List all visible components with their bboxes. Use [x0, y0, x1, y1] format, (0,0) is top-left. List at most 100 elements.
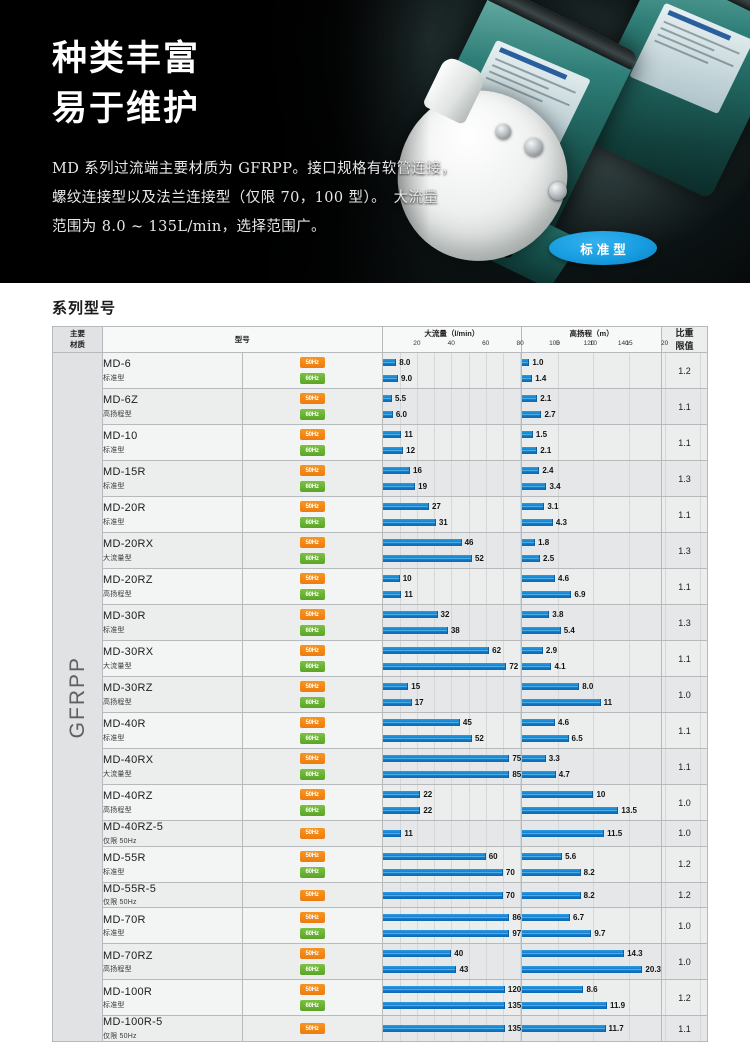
flow-value: 85	[512, 770, 522, 780]
flow-bar	[382, 699, 412, 707]
table-row[interactable]: GFRPP MD-6 标准型 50Hz 60Hz 8.0 9.0 1.0 1.4 1.2	[52, 352, 708, 1042]
flow-bar-cell: 86 97	[381, 907, 642, 945]
table-row[interactable]: MD-55R 标准型 50Hz 60Hz 60 70 5.6 8.2 1.2	[53, 845, 708, 883]
model-cell[interactable]: MD-70R 标准型	[102, 907, 243, 945]
head-value: 3.8	[552, 610, 564, 620]
frequency-badge-50hz: 50Hz	[299, 948, 325, 960]
model-cell[interactable]: MD-15R 标准型	[102, 460, 243, 498]
flow-value: 40	[454, 949, 464, 959]
model-cell[interactable]: MD-6Z 高扬程型	[102, 388, 243, 426]
head-bar-cell: 8.2	[521, 881, 702, 909]
hero-banner: 种类丰富 易于维护 MD 系列过流端主要材质为 GFRPP。接口规格有软管连接，…	[0, 0, 750, 283]
table-row[interactable]: MD-15R 标准型 50Hz 60Hz 16 19 2.4 3.4 1.3	[53, 460, 708, 498]
frequency-cell: 50Hz 60Hz	[241, 748, 383, 786]
head-value: 1.8	[538, 538, 550, 548]
model-cell[interactable]: MD-100R 标准型	[102, 979, 243, 1017]
frequency-badge-50hz: 50Hz	[299, 912, 325, 924]
flow-bar-row: 97	[382, 928, 521, 939]
model-cell[interactable]: MD-55R-5 仅限 50Hz	[102, 881, 243, 909]
gravity-value-cell: 1.2	[661, 881, 708, 909]
flow-value: 72	[509, 662, 519, 672]
flow-tick-80: 80	[516, 340, 524, 348]
table-row[interactable]: MD-70R 标准型 50Hz 60Hz 86 97 6.7 9.7 1.0	[53, 907, 708, 945]
head-value: 4.7	[558, 770, 570, 780]
table-header: 主要 材质 型号 大流量（l/min） 20 40 60 80 100 120 140 高扬…	[52, 325, 708, 354]
gravity-value-cell: 1.0	[661, 784, 708, 822]
model-cell[interactable]: MD-40RZ 高扬程型	[102, 784, 243, 822]
frequency-badge-50hz: 50Hz	[299, 984, 325, 996]
flow-bar-row: 85	[382, 769, 522, 780]
table-row[interactable]: MD-40RZ-5 仅限 50Hz 50Hz 11 11.5 1.0	[53, 820, 708, 847]
flow-bar-rows: 10 11	[382, 569, 522, 604]
flow-value: 62	[492, 646, 502, 656]
model-name: MD-20R	[103, 502, 146, 515]
table-row[interactable]: MD-40RZ 高扬程型 50Hz 60Hz 22 22 10 13.5 1.0	[53, 784, 708, 822]
flow-bar-cell: 10 11	[381, 568, 642, 606]
model-cell[interactable]: MD-30R 标准型	[102, 604, 243, 642]
model-cell[interactable]: MD-70RZ 高扬程型	[102, 943, 243, 981]
head-bar	[522, 503, 545, 511]
flow-bar-rows: 15 17	[382, 677, 522, 712]
model-cell[interactable]: MD-100R-5 仅限 50Hz	[102, 1015, 243, 1042]
model-cell[interactable]: MD-20RZ 高扬程型	[102, 568, 243, 606]
head-bar	[522, 539, 536, 547]
table-row[interactable]: MD-55R-5 仅限 50Hz 50Hz 70 8.2 1.2	[53, 881, 708, 909]
head-bar-row: 2.1	[522, 393, 661, 404]
flow-value: 46	[464, 538, 474, 548]
table-row[interactable]: MD-40R 标准型 50Hz 60Hz 45 52 4.6 6.5 1.1	[53, 712, 708, 750]
table-row[interactable]: MD-6Z 高扬程型 50Hz 60Hz 5.5 6.0 2.1 2.7 1.1	[53, 388, 708, 426]
model-cell[interactable]: MD-55R 标准型	[102, 845, 243, 883]
header-gravity-line-1: 比重	[675, 328, 694, 339]
head-bar	[522, 1025, 606, 1033]
head-bar-rows: 3.1 4.3	[522, 497, 661, 532]
table-row[interactable]: MD-10 标准型 50Hz 60Hz 11 12 1.5 2.1 1.1	[53, 424, 708, 462]
model-cell[interactable]: MD-30RZ 高扬程型	[102, 676, 243, 714]
table-row[interactable]: MD-100R-5 仅限 50Hz 50Hz 135 11.7 1.1	[53, 1015, 708, 1042]
flow-value: 19	[418, 482, 428, 492]
table-row[interactable]: MD-30RZ 高扬程型 50Hz 60Hz 15 17 8.0 11 1.0	[53, 676, 708, 714]
head-value: 1.5	[535, 430, 548, 440]
frequency-badge-60hz: 60Hz	[299, 866, 325, 878]
head-bar-row: 8.2	[522, 890, 661, 901]
model-cell[interactable]: MD-40RX 大流量型	[102, 748, 243, 786]
model-cell[interactable]: MD-30RX 大流量型	[102, 640, 243, 678]
table-row[interactable]: MD-30R 标准型 50Hz 60Hz 32 38 3.8 5.4 1.3	[53, 604, 708, 642]
table-row[interactable]: MD-40RX 大流量型 50Hz 60Hz 75 85 3.3 4.7 1.1	[53, 748, 708, 786]
model-cell[interactable]: MD-6 标准型	[102, 352, 243, 390]
section-title: 系列型号	[52, 300, 117, 317]
model-cell[interactable]: MD-20R 标准型	[102, 496, 243, 534]
table-row[interactable]: MD-20R 标准型 50Hz 60Hz 27 31 3.1 4.3 1.1	[53, 496, 708, 534]
gravity-value-cell: 1.1	[661, 568, 708, 606]
frequency-badge-50hz: 50Hz	[299, 889, 325, 901]
model-name: MD-30RZ	[103, 682, 153, 695]
table-row[interactable]: MD-20RX 大流量型 50Hz 60Hz 46 52 1.8 2.5 1.3	[53, 532, 708, 570]
model-cell[interactable]: MD-10 标准型	[102, 424, 243, 462]
flow-bar-cell: 32 38	[381, 604, 642, 642]
head-bar	[522, 791, 594, 799]
head-bar	[522, 431, 533, 439]
table-row[interactable]: MD-100R 标准型 50Hz 60Hz 120 135 8.6 11.9 1.2	[53, 979, 708, 1017]
flow-bar-row: 11	[382, 429, 522, 440]
frequency-badge-50hz: 50Hz	[299, 465, 325, 477]
head-bar	[522, 719, 555, 727]
flow-bar-row: 52	[382, 733, 522, 744]
frequency-cell: 50Hz 60Hz	[241, 943, 383, 981]
model-cell[interactable]: MD-40R 标准型	[102, 712, 243, 750]
head-value: 8.0	[582, 682, 594, 692]
model-cell[interactable]: MD-20RX 大流量型	[102, 532, 243, 570]
table-row[interactable]: MD-70RZ 高扬程型 50Hz 60Hz 40 43 14.3 20.3 1.0	[53, 943, 708, 981]
model-cell[interactable]: MD-40RZ-5 仅限 50Hz	[102, 820, 243, 847]
head-bar-rows: 1.8 2.5	[522, 533, 661, 568]
table-row[interactable]: MD-30RX 大流量型 50Hz 60Hz 62 72 2.9 4.1 1.1	[53, 640, 708, 678]
head-value: 5.4	[563, 626, 575, 636]
head-bar-rows: 1.5 2.1	[522, 425, 661, 460]
head-bar	[522, 375, 533, 383]
head-value: 11.5	[607, 828, 623, 838]
head-bar	[522, 807, 619, 815]
flow-bar-cell: 40 43	[381, 943, 642, 981]
table-row[interactable]: MD-20RZ 高扬程型 50Hz 60Hz 10 11 4.6 6.9 1.1	[53, 568, 708, 606]
head-tick-5: 5	[556, 340, 560, 348]
head-bar-row: 6.5	[522, 733, 661, 744]
frequency-badge-50hz: 50Hz	[299, 753, 325, 765]
head-bar-row: 8.0	[522, 681, 661, 692]
